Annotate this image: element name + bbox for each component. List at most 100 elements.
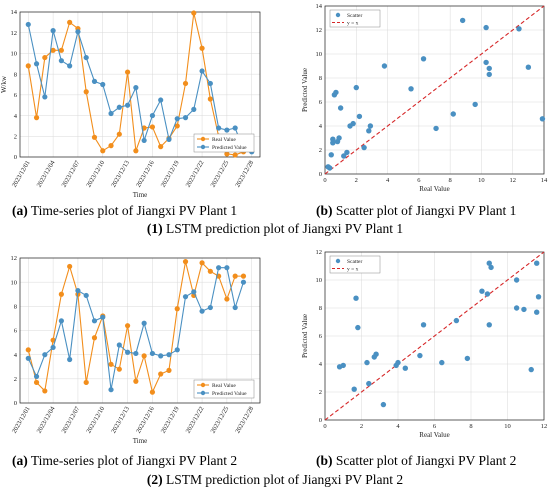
- y-tick-label: 0: [319, 417, 322, 424]
- y-tick-label: 8: [14, 304, 17, 311]
- data-point: [83, 292, 89, 299]
- data-point: [417, 352, 423, 359]
- data-point: [224, 296, 230, 302]
- data-point: [67, 263, 73, 270]
- y-tick-label: 0: [14, 154, 17, 161]
- data-point: [207, 96, 213, 102]
- plot-frame: [324, 251, 545, 421]
- data-point: [513, 277, 520, 283]
- scatter-chart-plant-1: 0 2 4 6 8 10 12 14 0 2 4 6 8 10 12 14 Real Value Predicte…: [301, 3, 548, 193]
- data-point: [141, 320, 147, 326]
- data-point: [25, 63, 31, 69]
- data-point: [33, 373, 40, 380]
- x-tick-label: 6: [433, 423, 437, 430]
- data-point: [116, 342, 122, 348]
- data-point: [199, 308, 205, 314]
- data-point: [133, 350, 139, 357]
- x-tick-label: 2023/12/04: [36, 159, 57, 189]
- x-tick-label: 0: [323, 177, 326, 184]
- data-point: [191, 289, 197, 295]
- y-tick-label: 6: [319, 333, 323, 340]
- data-point: [408, 86, 414, 92]
- legend: Real Value Predicted Value: [193, 379, 255, 399]
- x-tick-label: 10: [504, 423, 511, 430]
- plot-frame: [19, 11, 261, 158]
- x-tick-label: 2023/12/10: [85, 160, 106, 189]
- data-point: [364, 359, 370, 366]
- data-point: [133, 148, 139, 154]
- data-point: [361, 144, 367, 151]
- data-point: [42, 352, 48, 358]
- plot-frame: [19, 257, 261, 404]
- data-point: [75, 29, 81, 35]
- data-point: [366, 380, 372, 387]
- x-tick-label: 0: [323, 423, 326, 430]
- data-point: [479, 288, 485, 294]
- x-tick-label: 2023/12/28: [234, 406, 255, 435]
- data-point: [207, 80, 213, 87]
- y-tick-label: 12: [11, 30, 18, 37]
- data-point: [525, 64, 532, 70]
- data-point: [355, 324, 361, 331]
- plot-area: [20, 12, 260, 157]
- y-tick-label: 2: [319, 389, 322, 396]
- x-axis-title: Time: [133, 437, 148, 445]
- data-point: [174, 306, 180, 312]
- data-point: [50, 344, 56, 351]
- x-tick-label: 2023/12/28: [234, 159, 255, 188]
- y-tick-label: 2: [14, 133, 17, 140]
- data-point: [483, 59, 489, 66]
- data-point: [199, 260, 205, 266]
- data-point: [25, 355, 31, 361]
- caption-p1b-text: Scatter plot of Jiangxi PV Plant 1: [332, 203, 517, 218]
- data-point: [83, 89, 89, 95]
- data-point: [464, 355, 471, 362]
- legend-swatch-marker: [200, 136, 206, 142]
- data-point: [341, 153, 347, 159]
- caption-p1a: (a) Time-series plot of Jiangxi PV Plant…: [12, 203, 237, 219]
- data-point: [158, 353, 164, 359]
- data-point: [25, 347, 31, 353]
- data-point: [58, 291, 64, 297]
- y-tick-label: 12: [316, 249, 323, 256]
- data-point: [58, 318, 64, 324]
- series-real-value: [25, 259, 247, 395]
- data-point: [486, 65, 492, 72]
- data-point: [516, 26, 522, 32]
- x-axis-title: Real Value: [419, 185, 449, 193]
- y-tick-label: 0: [14, 400, 17, 407]
- x-tick-label: 4: [386, 177, 390, 184]
- caption-p2b-text: Scatter plot of Jiangxi PV Plant 2: [332, 453, 517, 468]
- data-point: [158, 97, 164, 103]
- data-point: [326, 165, 333, 171]
- data-point: [483, 24, 489, 31]
- data-point: [58, 47, 64, 53]
- y-tick-label: 0: [319, 171, 322, 178]
- data-point: [373, 351, 379, 357]
- data-point: [83, 54, 89, 61]
- legend: Scatter y = x: [329, 255, 381, 274]
- x-tick-label: 2023/12/19: [160, 160, 181, 189]
- y-tick-label: 14: [11, 9, 18, 16]
- x-tick-label: 2023/12/25: [209, 160, 230, 189]
- x-tick-label: 2023/12/16: [135, 405, 156, 435]
- data-point: [486, 322, 492, 328]
- y-tick-label: 12: [316, 27, 323, 34]
- caption-row1-label: (1): [146, 221, 163, 236]
- legend-swatch-marker: [200, 390, 206, 396]
- x-tick-label: 2023/12/13: [110, 160, 131, 189]
- data-point: [166, 367, 172, 373]
- legend-entry: Scatter: [347, 259, 362, 265]
- scatter-chart-plant-2: 0 2 4 6 8 10 12 0 2 4 6 8 10 12 Real Value Predicted Va…: [301, 249, 547, 439]
- data-point: [133, 85, 139, 91]
- data-point: [459, 17, 466, 24]
- y-tick-label: 8: [319, 75, 322, 82]
- data-point: [42, 94, 48, 100]
- x-tick-label: 6: [417, 177, 421, 184]
- caption-p1a-text: Time-series plot of Jiangxi PV Plant 1: [27, 203, 238, 218]
- data-point: [353, 84, 359, 91]
- legend-entry: Predicted Value: [212, 145, 247, 151]
- x-tick-label: 10: [478, 177, 485, 184]
- caption-p1a-label: (a): [12, 203, 28, 218]
